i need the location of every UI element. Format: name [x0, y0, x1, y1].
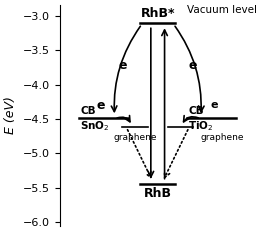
Text: e: e [118, 59, 127, 72]
Text: graphene: graphene [113, 133, 157, 142]
Text: CB: CB [80, 106, 96, 116]
Text: graphene: graphene [201, 133, 244, 142]
Text: RhB*: RhB* [140, 7, 175, 20]
Text: e: e [211, 100, 218, 110]
Text: SnO$_2$: SnO$_2$ [80, 120, 110, 134]
Text: Vacuum level: Vacuum level [187, 5, 257, 15]
Text: e: e [96, 99, 105, 112]
Y-axis label: E (eV): E (eV) [4, 96, 17, 134]
Text: RhB: RhB [144, 187, 172, 200]
Text: e: e [189, 59, 197, 72]
Text: CB: CB [188, 106, 204, 116]
Text: TiO$_2$: TiO$_2$ [188, 120, 213, 134]
